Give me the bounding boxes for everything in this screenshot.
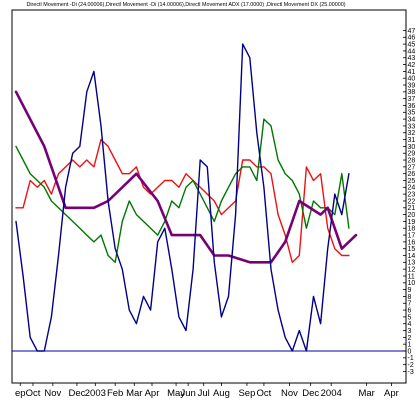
y-tick-label: 8 [408, 294, 412, 301]
y-tick-label: 6 [408, 307, 412, 314]
y-tick-label: 36 [408, 103, 416, 110]
y-tick-label: 12 [408, 267, 416, 274]
y-tick-label: 27 [408, 164, 416, 171]
y-tick-label: 9 [408, 287, 412, 294]
x-tick-label: Mar [358, 388, 374, 399]
chart-title-layer: Directl Movement -Di (24.00006),Directl … [26, 2, 345, 8]
y-tick-label: 44 [408, 48, 416, 55]
y-tick-label: 16 [408, 239, 416, 246]
y-tick-label: 2 [408, 335, 412, 342]
y-tick-label: 11 [408, 273, 415, 280]
y-tick-label: 21 [408, 205, 416, 212]
series-4 [15, 43, 350, 352]
series-2-line [15, 118, 350, 263]
x-tick-label: Oct [26, 388, 41, 399]
y-tick-label: 25 [408, 178, 416, 185]
y-tick-label: 19 [408, 219, 416, 226]
y-tick-label: 17 [408, 232, 416, 239]
y-tick-label: 1 [408, 342, 412, 349]
y-tick-label: 40 [408, 76, 416, 83]
y-tick-label: 15 [408, 246, 416, 253]
y-tick-label: 37 [408, 96, 416, 103]
y-tick-label: 42 [408, 62, 416, 69]
x-tick-label: Apr [145, 388, 160, 399]
y-tick-label: -3 [408, 369, 414, 376]
y-tick-label: 14 [408, 253, 416, 260]
y-tick-label: 32 [408, 130, 416, 137]
plot-frame [11, 9, 407, 384]
y-tick-label: 13 [408, 260, 416, 267]
y-tick-label: 26 [408, 171, 416, 178]
x-tick-label: Oct [257, 388, 272, 399]
x-tick-label: 2004 [321, 388, 342, 399]
series-layer [14, 43, 358, 352]
chart-title: Directl Movement -Di (24.00006),Directl … [26, 2, 345, 8]
y-tick-label: 20 [408, 212, 416, 219]
y-tick-label: 18 [408, 226, 416, 233]
y-tick-label: 47 [408, 28, 416, 35]
y-tick-label: 5 [408, 314, 412, 321]
y-tick-label: 23 [408, 192, 416, 199]
y-tick-label: 31 [408, 137, 416, 144]
x-tick-label: Dec [68, 388, 85, 399]
x-tick-label: Aug [213, 388, 230, 399]
x-tick-label: Nov [44, 388, 61, 399]
y-tick-label: -1 [408, 355, 414, 362]
y-tick-label: 39 [408, 82, 416, 89]
y-tick-label: 38 [408, 89, 416, 96]
y-tick-label: 33 [408, 123, 416, 130]
y-tick-label: 28 [408, 157, 416, 164]
y-axis: -3-2-10123456789101112131415161718192021… [403, 28, 415, 376]
y-tick-label: 24 [408, 185, 416, 192]
x-tick-label: Dec [302, 388, 319, 399]
y-tick-label: 30 [408, 144, 416, 151]
y-tick-label: 35 [408, 110, 416, 117]
x-tick-label: 2003 [85, 388, 106, 399]
plot-border [11, 9, 407, 384]
x-tick-label: Jun [180, 388, 195, 399]
y-tick-label: 46 [408, 35, 416, 42]
x-tick-label: Nov [281, 388, 298, 399]
x-tick-label: Jul [198, 388, 210, 399]
y-tick-label: 3 [408, 328, 412, 335]
y-tick-label: 45 [408, 42, 416, 49]
x-tick-label: Feb [107, 388, 123, 399]
y-tick-label: 41 [408, 69, 416, 76]
y-tick-label: 29 [408, 151, 416, 158]
x-tick-label: May [167, 388, 185, 399]
y-tick-label: 0 [408, 348, 412, 355]
x-tick-label: Mar [126, 388, 142, 399]
y-tick-label: 4 [408, 321, 412, 328]
y-tick-label: 10 [408, 280, 416, 287]
series-4-line [15, 43, 350, 352]
y-tick-label: 7 [408, 301, 412, 308]
y-tick-label: 34 [408, 117, 416, 124]
x-tick-label: Sep [238, 388, 255, 399]
y-tick-label: -2 [408, 362, 414, 369]
y-tick-label: 43 [408, 55, 416, 62]
x-tick-label: ep [15, 388, 26, 399]
y-tick-label: 22 [408, 198, 416, 205]
x-tick-label: Apr [384, 388, 399, 399]
